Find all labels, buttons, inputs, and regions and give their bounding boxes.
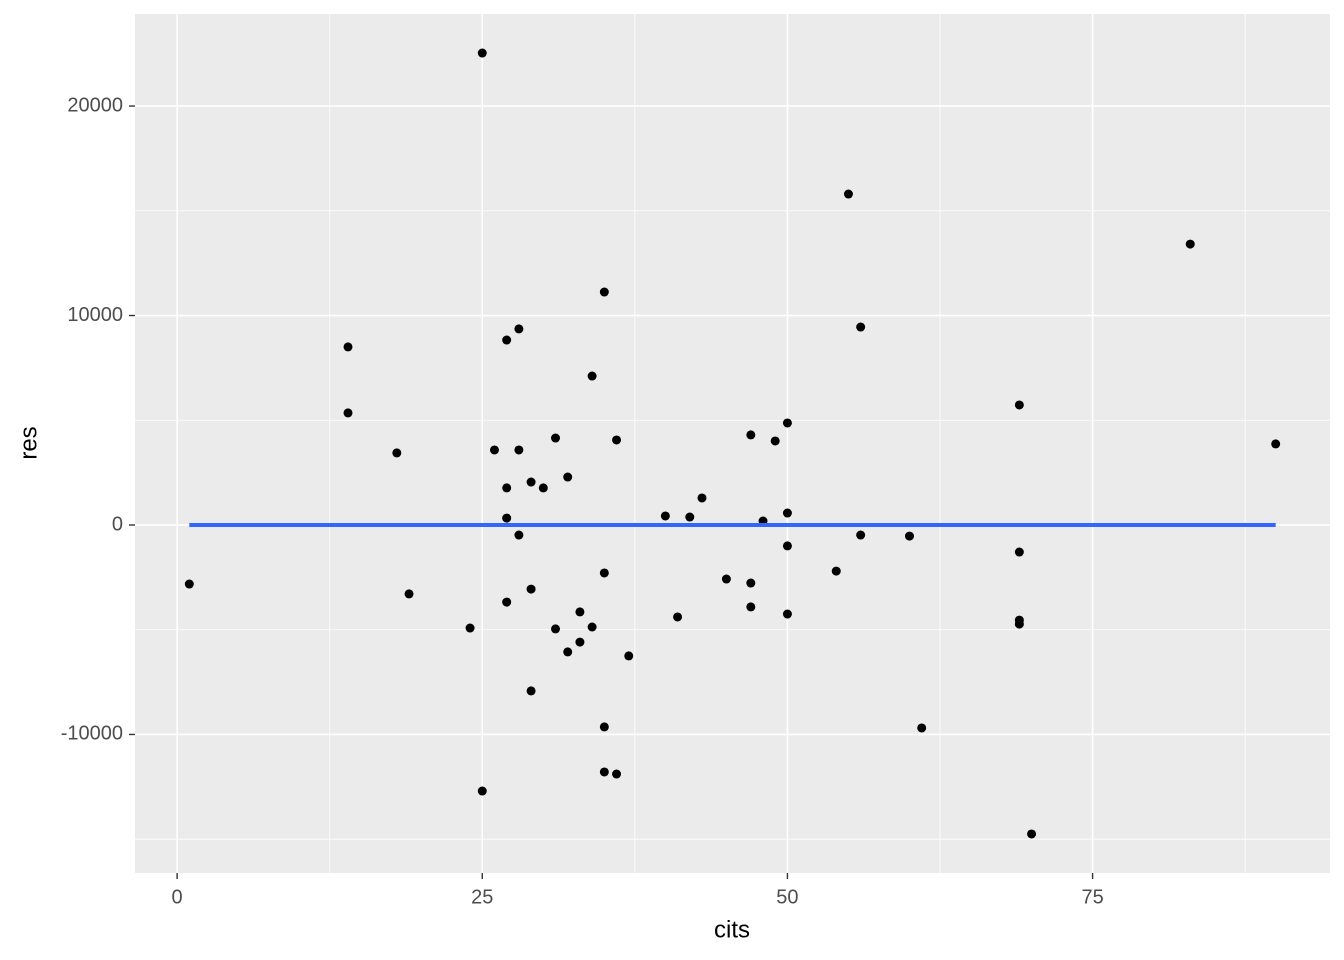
point	[343, 408, 353, 418]
point	[1014, 619, 1024, 629]
point	[392, 448, 402, 458]
point	[746, 602, 756, 612]
point	[782, 418, 792, 428]
point	[1027, 829, 1037, 839]
point	[343, 342, 353, 352]
point	[599, 767, 609, 777]
point	[526, 584, 536, 594]
point	[917, 723, 927, 733]
point	[843, 189, 853, 199]
point	[673, 612, 683, 622]
y-tick-label: 10000	[67, 304, 123, 326]
y-tick-label: 20000	[67, 94, 123, 116]
point	[721, 574, 731, 584]
point	[1014, 400, 1024, 410]
point	[612, 435, 622, 445]
point	[489, 445, 499, 455]
point	[770, 436, 780, 446]
point	[587, 371, 597, 381]
point	[477, 786, 487, 796]
point	[563, 472, 573, 482]
point	[782, 609, 792, 619]
y-axis-title: res	[15, 426, 42, 459]
point	[514, 445, 524, 455]
point	[502, 483, 512, 493]
x-tick-label: 50	[776, 886, 798, 908]
point	[551, 624, 561, 634]
point	[575, 607, 585, 617]
point	[563, 647, 573, 657]
x-axis-title: cits	[714, 916, 750, 943]
point	[856, 322, 866, 332]
x-tick-label: 25	[471, 886, 493, 908]
point	[514, 324, 524, 334]
panel-background	[135, 14, 1330, 873]
point	[514, 530, 524, 540]
point	[1014, 547, 1024, 557]
point	[538, 483, 548, 493]
point	[904, 531, 914, 541]
point	[587, 622, 597, 632]
point	[1185, 239, 1195, 249]
point	[660, 511, 670, 521]
y-tick-label: -10000	[61, 723, 123, 745]
y-tick-label: 0	[112, 513, 123, 535]
point	[575, 637, 585, 647]
point	[685, 512, 695, 522]
point	[599, 287, 609, 297]
point	[502, 597, 512, 607]
x-tick-label: 0	[172, 886, 183, 908]
point	[856, 530, 866, 540]
point	[782, 541, 792, 551]
point	[599, 568, 609, 578]
x-tick-label: 75	[1081, 886, 1103, 908]
point	[184, 579, 194, 589]
point	[612, 769, 622, 779]
point	[697, 493, 707, 503]
point	[746, 430, 756, 440]
point	[599, 722, 609, 732]
point	[526, 477, 536, 487]
point	[404, 589, 414, 599]
point	[551, 433, 561, 443]
point	[1271, 439, 1281, 449]
point	[477, 48, 487, 58]
point	[624, 651, 634, 661]
point	[465, 623, 475, 633]
point	[502, 513, 512, 523]
point	[502, 335, 512, 345]
point	[526, 686, 536, 696]
point	[831, 566, 841, 576]
point	[746, 578, 756, 588]
marks	[184, 48, 1281, 839]
point	[782, 508, 792, 518]
